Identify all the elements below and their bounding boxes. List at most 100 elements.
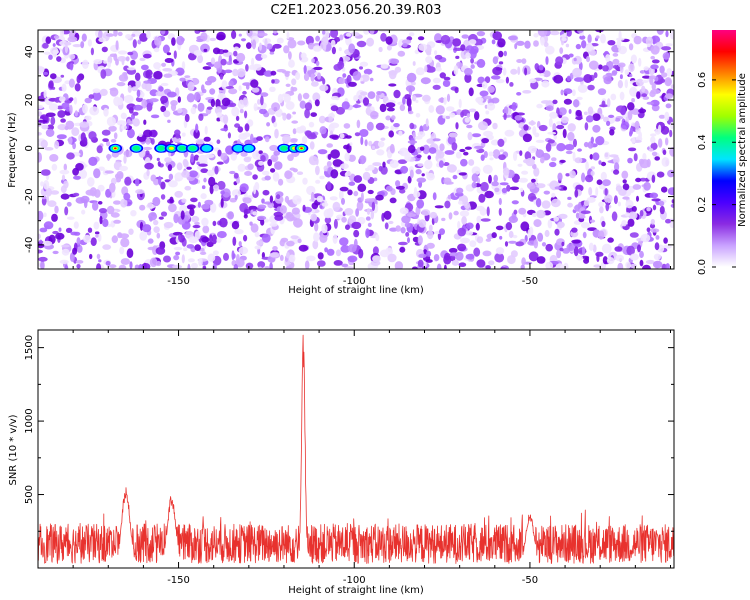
heatmap-blob xyxy=(343,144,350,150)
x-tick-label: -100 xyxy=(343,276,366,287)
heatmap-blob xyxy=(173,246,183,251)
heatmap-blob xyxy=(638,57,642,67)
heatmap-blob xyxy=(50,116,56,126)
heatmap-blob xyxy=(652,36,656,45)
heatmap-blob xyxy=(670,84,674,89)
heatmap-blob xyxy=(549,161,557,168)
heatmap-blob xyxy=(236,177,240,184)
heatmap-blob xyxy=(274,128,279,139)
heatmap-blob xyxy=(124,94,134,104)
heatmap-blob xyxy=(40,260,45,269)
heatmap-blob xyxy=(459,210,470,217)
heatmap-blob xyxy=(295,72,301,80)
heatmap-blob xyxy=(251,57,255,67)
heatmap-blob xyxy=(92,88,101,94)
heatmap-blob xyxy=(93,221,100,230)
heatmap-blob xyxy=(278,178,284,186)
heatmap-blob xyxy=(227,211,235,220)
heatmap-tone-spot xyxy=(189,145,197,151)
heatmap-blob xyxy=(167,119,171,124)
heatmap-blob xyxy=(520,221,530,232)
heatmap-blob xyxy=(216,112,223,117)
heatmap-blob xyxy=(187,81,195,92)
heatmap-blob xyxy=(531,178,536,183)
heatmap-blob xyxy=(216,31,226,41)
heatmap-blob xyxy=(464,117,470,123)
heatmap-blob xyxy=(173,50,177,59)
heatmap-blob xyxy=(388,130,395,138)
heatmap-blob xyxy=(315,35,320,42)
heatmap-blob xyxy=(202,66,212,70)
heatmap-blob xyxy=(476,58,486,68)
heatmap-blob xyxy=(595,30,604,33)
heatmap-blob xyxy=(53,35,60,39)
heatmap-blob xyxy=(42,42,49,49)
heatmap-blob xyxy=(209,184,214,195)
heatmap-blob xyxy=(639,210,644,217)
heatmap-tone-spot xyxy=(243,144,254,152)
heatmap-blob xyxy=(339,237,349,246)
heatmap-blob xyxy=(234,228,244,235)
heatmap-blob xyxy=(130,59,136,66)
heatmap-blob xyxy=(43,71,49,76)
heatmap-blob xyxy=(242,90,247,95)
heatmap-blob xyxy=(547,131,557,135)
heatmap-blob xyxy=(423,260,427,268)
heatmap-blob xyxy=(285,83,291,88)
heatmap-blob xyxy=(617,262,624,269)
heatmap-blob xyxy=(613,155,620,165)
heatmap-blob xyxy=(285,101,295,110)
heatmap-blob xyxy=(243,234,248,242)
heatmap-blob xyxy=(622,179,627,184)
heatmap-blob xyxy=(290,261,295,269)
heatmap-blob xyxy=(280,237,289,243)
heatmap-blob xyxy=(618,45,627,55)
heatmap-blob xyxy=(645,259,655,265)
heatmap-blob xyxy=(563,98,573,105)
heatmap-blob xyxy=(495,79,505,84)
heatmap-blob xyxy=(338,77,346,85)
heatmap-blob xyxy=(401,215,411,224)
heatmap-blob xyxy=(464,146,472,150)
heatmap-blob xyxy=(84,97,92,104)
heatmap-blob xyxy=(533,219,542,228)
heatmap-blob xyxy=(38,256,48,262)
heatmap-blob xyxy=(627,157,633,164)
heatmap-blob xyxy=(500,266,507,269)
heatmap-blob xyxy=(45,187,52,197)
heatmap-blob xyxy=(618,62,626,68)
heatmap-blob xyxy=(628,43,634,51)
heatmap-blob xyxy=(380,32,387,42)
heatmap-blob xyxy=(262,189,270,196)
heatmap-blob xyxy=(308,121,315,128)
heatmap-blob xyxy=(302,177,308,185)
heatmap-blob xyxy=(485,110,490,115)
heatmap-blob xyxy=(541,100,551,104)
heatmap-blob xyxy=(200,32,208,42)
heatmap-blob xyxy=(145,69,153,79)
heatmap-blob xyxy=(362,97,370,106)
heatmap-blob xyxy=(269,86,276,93)
heatmap-blob xyxy=(508,35,518,41)
heatmap-blob xyxy=(654,242,660,251)
heatmap-blob xyxy=(510,68,518,75)
heatmap-blob xyxy=(55,232,65,240)
heatmap-blob xyxy=(250,79,259,88)
heatmap-blob xyxy=(457,243,467,252)
heatmap-blob xyxy=(300,52,307,60)
heatmap-blob xyxy=(64,264,69,269)
heatmap-blob xyxy=(232,236,237,246)
heatmap-blob xyxy=(549,111,558,119)
heatmap-blob xyxy=(354,132,361,137)
heatmap-blob xyxy=(654,156,660,161)
heatmap-blob xyxy=(567,131,575,141)
heatmap-blob xyxy=(458,200,463,205)
heatmap-blob xyxy=(190,106,197,115)
heatmap-blob xyxy=(669,129,673,138)
heatmap-blob xyxy=(202,225,210,234)
heatmap-blob xyxy=(491,181,499,187)
heatmap-blob xyxy=(463,238,468,244)
heatmap-blob xyxy=(650,136,656,144)
heatmap-blob xyxy=(503,50,507,57)
heatmap-blob xyxy=(507,255,516,265)
